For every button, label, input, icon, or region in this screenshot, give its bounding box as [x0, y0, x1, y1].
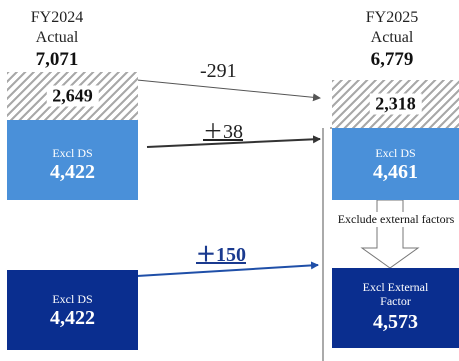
ds-change-arrow	[136, 79, 321, 102]
fy2024-ds-bar: 2,649	[7, 72, 138, 120]
fy2025-header: FY2025 Actual	[347, 8, 437, 48]
fy2025-lower-label: Excl External Factor	[362, 280, 429, 308]
fy2024-excl-ds-label: Excl DS	[52, 146, 93, 160]
fy2024-ds-value: 2,649	[46, 85, 99, 107]
fy2025-excl-ds-value: 4,461	[373, 161, 418, 183]
excl-ds-change-label: ＋38	[203, 121, 243, 143]
fy2024-lower-bar: Excl DS 4,422	[7, 270, 138, 350]
fy2025-lower-value: 4,573	[373, 311, 418, 333]
excl-external-change-label: ＋150	[196, 244, 246, 266]
exclude-external-text: Exclude external factors	[337, 212, 455, 226]
fy2024-lower-label: Excl DS	[52, 292, 93, 306]
fy2025-excl-ds-bar: Excl DS 4,461	[332, 128, 459, 200]
excl-ds-change-arrow	[146, 135, 321, 148]
fy2024-lower-value: 4,422	[50, 307, 95, 329]
fy2025-lower-bar: Excl External Factor 4,573	[332, 268, 459, 348]
fy2024-basis: Actual	[35, 29, 79, 46]
fy2025-ds-value: 2,318	[369, 93, 422, 115]
fy2025-excl-ds-label: Excl DS	[375, 146, 416, 160]
fy2025-basis: Actual	[370, 29, 414, 46]
fy2025-period: FY2025	[365, 9, 419, 26]
fy2024-excl-ds-value: 4,422	[50, 161, 95, 183]
fy2025-total: 6,779	[370, 49, 414, 70]
fy2025-ds-bar: 2,318	[332, 80, 459, 128]
exclude-down-arrow	[360, 199, 420, 269]
fy2024-excl-ds-bar: Excl DS 4,422	[7, 120, 138, 200]
ds-change-label: -291	[200, 60, 237, 82]
exclude-external-note: Exclude external factors	[336, 212, 456, 227]
fy2024-period: FY2024	[30, 9, 84, 26]
fy2024-total: 7,071	[35, 49, 79, 70]
fy2024-header: FY2024 Actual	[12, 8, 102, 48]
excl-external-change-arrow	[136, 261, 319, 277]
